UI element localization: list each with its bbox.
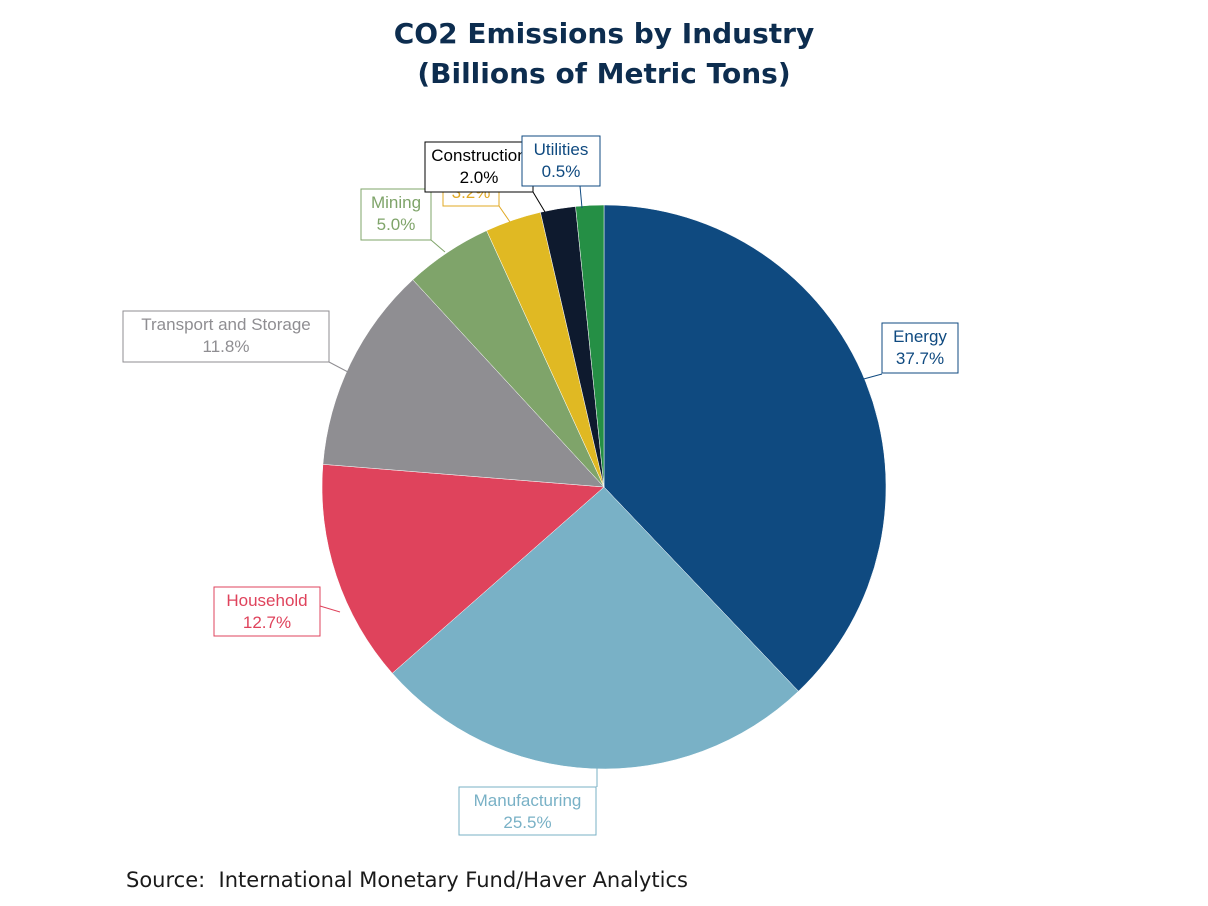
label-leader-lines bbox=[319, 185, 883, 787]
slice-label-utilities: Utilities 0.5% bbox=[521, 135, 601, 187]
slice-label-name-mining: Mining bbox=[371, 193, 421, 212]
slice-label-name-construction: Construction bbox=[431, 146, 526, 165]
slice-label-box-energy bbox=[881, 322, 959, 374]
slice-label-box-mining bbox=[360, 188, 432, 241]
source-note: Source: International Monetary Fund/Have… bbox=[126, 868, 688, 892]
slice-label-mining: Mining 5.0% bbox=[360, 188, 432, 241]
slice-label-box-transport-and-storage bbox=[122, 310, 330, 363]
pie-slice-household bbox=[321, 464, 605, 674]
leader-line-household bbox=[319, 605, 341, 613]
slice-labels: 3.2%Energy37.7%Manufacturing25.5%Househo… bbox=[122, 135, 959, 836]
leader-line-yellow bbox=[498, 205, 511, 223]
slice-label-value-mining: 5.0% bbox=[377, 215, 416, 234]
pie-slices bbox=[321, 204, 887, 770]
chart-title-line-2: (Billions of Metric Tons) bbox=[417, 57, 790, 90]
leader-line-energy bbox=[859, 373, 883, 381]
pie-slice-energy bbox=[603, 204, 887, 692]
slice-label-box-manufacturing bbox=[458, 786, 597, 836]
slice-label-name-manufacturing: Manufacturing bbox=[474, 791, 582, 810]
slice-label-construction: Construction 2.0% bbox=[424, 141, 534, 193]
pie-slice-manufacturing bbox=[391, 486, 799, 770]
slice-label-household: Household 12.7% bbox=[213, 586, 321, 637]
slice-label-value-transport-and-storage: 11.8% bbox=[203, 337, 250, 356]
slice-label-transport-and-storage: Transport and Storage 11.8% bbox=[122, 310, 330, 363]
slice-label-energy: Energy 37.7% bbox=[881, 322, 959, 374]
slice-label-value-household: 12.7% bbox=[243, 613, 291, 632]
slice-label-name-transport-and-storage: Transport and Storage bbox=[141, 315, 310, 334]
slice-label-name-household: Household bbox=[226, 591, 307, 610]
pie-slice-utilities bbox=[575, 204, 605, 488]
leader-line-mining bbox=[430, 239, 446, 253]
chart-title-line-1: CO2 Emissions by Industry bbox=[394, 17, 814, 50]
leader-line-construction bbox=[532, 191, 546, 213]
slice-label-box-utilities bbox=[521, 135, 601, 187]
slice-label-value-manufacturing: 25.5% bbox=[503, 813, 551, 832]
slice-label-name-energy: Energy bbox=[893, 327, 947, 346]
slice-label-box-household bbox=[213, 586, 321, 637]
pie-slice-transport-and-storage bbox=[322, 279, 605, 488]
leader-line-transport-and-storage bbox=[328, 361, 349, 373]
slice-label-manufacturing: Manufacturing 25.5% bbox=[458, 786, 597, 836]
slice-label-value-construction: 2.0% bbox=[460, 168, 499, 187]
leader-line-utilities bbox=[579, 185, 583, 209]
slice-label-value-utilities: 0.5% bbox=[542, 162, 581, 181]
slice-label-name-utilities: Utilities bbox=[534, 140, 589, 159]
slice-label-value-energy: 37.7% bbox=[896, 349, 944, 368]
slice-label-box-construction bbox=[424, 141, 534, 193]
